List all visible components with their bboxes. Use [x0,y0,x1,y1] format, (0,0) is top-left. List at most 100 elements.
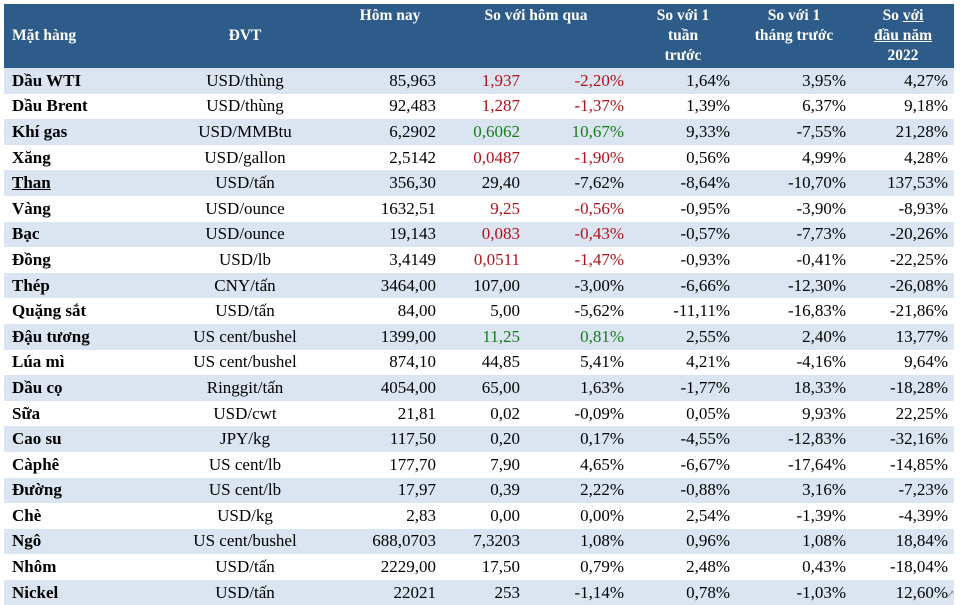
daily-change-cell: 0,0511 [442,247,526,273]
unit-cell: US cent/bushel [152,528,338,555]
ytd-change-cell: 9,18% [852,93,955,120]
month-change-cell: -17,64% [736,451,853,478]
unit-cell: US cent/lb [152,477,338,504]
today-price-cell: 3464,00 [338,272,442,299]
daily-change-cell: 9,25 [442,195,526,222]
unit-cell: JPY/kg [152,426,338,452]
daily-change-cell: 107,00 [442,272,526,299]
header-vs-month-line1: So với 1 [767,7,821,24]
week-change-cell: -11,11% [630,298,737,324]
daily-change-percent-cell: 1,63% [526,375,631,401]
unit-cell: USD/tấn [152,298,338,324]
month-change-cell: -10,70% [736,170,853,196]
daily-change-cell: 0,02 [442,400,526,427]
week-change-cell: 0,78% [630,579,737,605]
daily-change-percent-cell: 2,22% [526,477,631,504]
header-vs-month-line2: tháng trước [754,27,834,44]
month-change-cell: -3,90% [736,195,853,222]
daily-change-percent-cell: 0,00% [526,503,631,529]
header-vs-week-line2: tuần [667,27,699,44]
week-change-cell: 2,48% [630,554,737,580]
commodity-name: Đậu tương [4,323,152,350]
today-price-cell: 177,70 [338,451,442,478]
unit-cell: USD/lb [152,247,338,273]
ytd-change-cell: -21,86% [852,298,955,324]
daily-change-cell: 0,083 [442,221,526,248]
table-row: Xăng USD/gallon 2,5142 0,0487 -1,90% 0,56% 4,9… [4,144,955,171]
header-vs-week-line1: So với 1 [656,7,710,24]
ytd-change-cell: -32,16% [852,426,955,452]
daily-change-cell: 5,00 [442,298,526,324]
daily-change-percent-cell: -1,90% [526,144,631,171]
today-price-cell: 2,83 [338,503,442,529]
month-change-cell: 18,33% [736,375,853,401]
table-row: Dầu cọ Ringgit/tấn 4054,00 65,00 1,63% -1,77%… [4,375,955,401]
table-row: Than USD/tấn 356,30 29,40 -7,62% -8,64% -10,70… [4,170,955,196]
ytd-change-cell: -14,85% [852,451,955,478]
daily-change-percent-cell: 10,67% [526,119,631,145]
today-price-cell: 4054,00 [338,375,442,401]
commodity-name: Dầu Brent [4,93,152,120]
daily-change-percent-cell: 4,65% [526,451,631,478]
table-row: Vàng USD/ounce 1632,51 9,25 -0,56% -0,95% -3,9… [4,195,955,222]
commodity-name: Đường [4,477,152,504]
header-vs-week: So với 1 tuần trước [630,4,737,68]
ytd-change-cell: 4,28% [852,144,955,171]
daily-change-percent-cell: -0,09% [526,400,631,427]
table-row: Sữa USD/cwt 21,81 0,02 -0,09% 0,05% 9,93% 22,25… [4,400,955,427]
daily-change-cell: 0,39 [442,477,526,504]
commodity-name: Xăng [4,144,152,171]
today-price-cell: 85,963 [338,68,442,94]
table-row: Nickel USD/tấn 22021 253 -1,14% 0,78% -1,03% 12… [4,579,955,605]
daily-change-percent-cell: -7,62% [526,170,631,196]
daily-change-cell: 44,85 [442,349,526,376]
week-change-cell: 2,55% [630,323,737,350]
today-price-cell: 117,50 [338,426,442,452]
commodity-name: Bạc [4,221,152,248]
today-price-cell: 688,0703 [338,528,442,555]
daily-change-cell: 1,287 [442,93,526,120]
daily-change-cell: 29,40 [442,170,526,196]
clipped-caption-strip [0,0,961,6]
ytd-change-cell: 22,25% [852,400,955,427]
week-change-cell: 9,33% [630,119,737,145]
unit-cell: CNY/tấn [152,272,338,299]
week-change-cell: -6,66% [630,272,737,299]
daily-change-percent-cell: 1,08% [526,528,631,555]
ytd-change-cell: 12,60% [852,579,955,605]
table-row: Khí gas USD/MMBtu 6,2902 0,6062 10,67% 9,33% -… [4,119,955,145]
commodity-price-table: Mặt hàng ĐVT Hôm nay So với hôm qua So v… [4,4,955,605]
month-change-cell: 2,40% [736,323,853,350]
week-change-cell: -1,77% [630,375,737,401]
today-price-cell: 2,5142 [338,144,442,171]
today-price-cell: 17,97 [338,477,442,504]
table-row: Dầu Brent USD/thùng 92,483 1,287 -1,37% 1,39%… [4,93,955,120]
unit-cell: Ringgit/tấn [152,375,338,401]
month-change-cell: -0,41% [736,247,853,273]
month-change-cell: -7,55% [736,119,853,145]
week-change-cell: -0,57% [630,221,737,248]
week-change-cell: 2,54% [630,503,737,529]
daily-change-percent-cell: 5,41% [526,349,631,376]
daily-change-cell: 0,20 [442,426,526,452]
table-body: Dầu WTI USD/thùng 85,963 1,937 -2,20% 1,64% 3,… [4,68,955,605]
month-change-cell: -7,73% [736,221,853,248]
commodity-name: Than [4,170,152,196]
daily-change-cell: 0,0487 [442,144,526,171]
month-change-cell: -16,83% [736,298,853,324]
today-price-cell: 1632,51 [338,195,442,222]
today-price-cell: 874,10 [338,349,442,376]
week-change-cell: 0,56% [630,144,737,171]
commodity-name: Dầu cọ [4,375,152,401]
daily-change-percent-cell: -1,47% [526,247,631,273]
commodity-name: Sữa [4,400,152,427]
table-row: Thép CNY/tấn 3464,00 107,00 -3,00% -6,66% -12,… [4,272,955,299]
daily-change-percent-cell: -0,43% [526,221,631,248]
month-change-cell: 1,08% [736,528,853,555]
daily-change-percent-cell: -1,14% [526,579,631,605]
commodity-name: Nhôm [4,554,152,580]
table-row: Lúa mì US cent/bushel 874,10 44,85 5,41% 4,21… [4,349,955,376]
commodity-name: Đồng [4,247,152,273]
table-row: Bạc USD/ounce 19,143 0,083 -0,43% -0,57% -7,73… [4,221,955,248]
unit-cell: US cent/bushel [152,323,338,350]
